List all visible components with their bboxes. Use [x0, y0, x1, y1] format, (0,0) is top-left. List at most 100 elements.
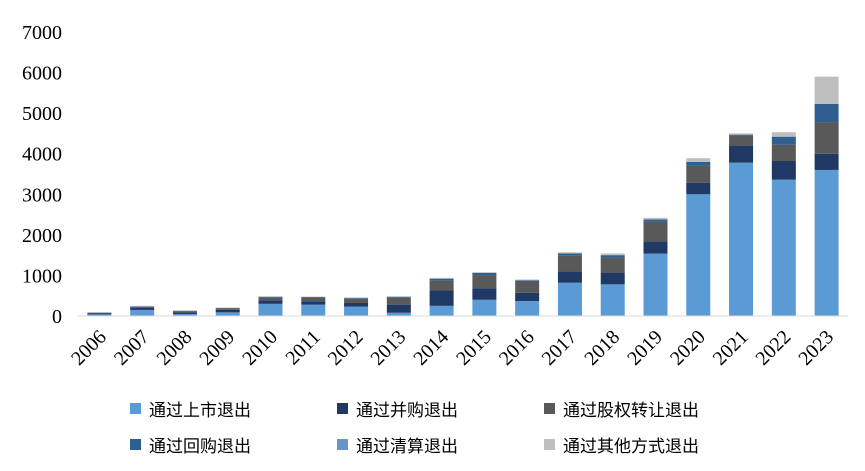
bar-segment	[729, 133, 754, 135]
legend-swatch	[544, 403, 555, 414]
bar-segment	[515, 280, 540, 282]
legend-item: 通过清算退出	[337, 432, 458, 457]
bar-segment	[600, 284, 625, 316]
x-tick-label: 2006	[67, 326, 111, 370]
bar-segment	[515, 292, 540, 301]
bar-segment	[771, 144, 796, 162]
x-tick-label: 2023	[794, 326, 838, 370]
bar-segment	[258, 296, 283, 298]
bar-segment	[515, 281, 540, 293]
bar-segment	[215, 312, 240, 316]
legend-label: 通过其他方式退出	[563, 437, 699, 457]
bar-segment	[344, 298, 369, 299]
bar-segment	[386, 296, 411, 297]
legend-item: 通过其他方式退出	[544, 432, 699, 457]
bar-segment	[686, 165, 711, 183]
legend-swatch	[130, 403, 141, 414]
bar-segment	[344, 298, 369, 304]
y-tick-label: 2000	[22, 225, 62, 247]
bar-segment	[814, 169, 839, 316]
bar-segment	[258, 296, 283, 297]
bar-segment	[557, 253, 582, 256]
bar-segment	[258, 297, 283, 301]
bar-segment	[729, 135, 754, 146]
bar-segment	[215, 308, 240, 310]
bar-segment	[429, 280, 454, 291]
x-tick-label: 2020	[666, 326, 710, 370]
bar-segment	[729, 162, 754, 316]
x-tick-label: 2017	[538, 326, 582, 370]
bar-segment	[130, 307, 155, 310]
bar-segment	[686, 182, 711, 195]
x-tick-label: 2019	[623, 326, 667, 370]
bar-segment	[472, 288, 497, 300]
y-tick-label: 5000	[22, 103, 62, 125]
bar-segment	[429, 278, 454, 281]
bar-segment	[215, 309, 240, 313]
bar-segment	[386, 312, 411, 316]
legend-item: 通过股权转让退出	[544, 396, 699, 421]
bar-segment	[172, 311, 197, 313]
legend-item: 通过上市退出	[130, 396, 251, 421]
x-tick-label: 2010	[238, 326, 282, 370]
bar-segment	[686, 158, 711, 162]
bar-segment	[130, 306, 155, 308]
bar-segment	[600, 253, 625, 256]
y-tick-label: 6000	[22, 63, 62, 85]
legend-label: 通过并购退出	[356, 401, 458, 421]
bar-segment	[515, 300, 540, 316]
bar-segment	[386, 296, 411, 298]
x-tick-label: 2013	[367, 326, 411, 370]
bar-segment	[814, 103, 839, 123]
y-tick-label: 3000	[22, 184, 62, 206]
bar-segment	[729, 145, 754, 163]
bar-segment	[771, 161, 796, 180]
legend-label: 通过股权转让退出	[563, 401, 699, 421]
bar-segment	[557, 282, 582, 316]
bars	[87, 76, 839, 316]
bar-segment	[643, 253, 668, 316]
y-tick-label: 1000	[22, 265, 62, 287]
bar-segment	[643, 241, 668, 254]
y-axis: 0 1000 2000 3000 4000 5000 6000 7000	[22, 22, 62, 328]
bar-segment	[686, 161, 711, 166]
bar-segment	[643, 221, 668, 242]
bar-segment	[301, 297, 326, 302]
bar-segment	[301, 296, 326, 298]
x-tick-label: 2014	[409, 326, 453, 370]
bar-segment	[472, 299, 497, 316]
legend-swatch	[337, 403, 348, 414]
bar-segment	[258, 300, 283, 304]
bar-segment	[600, 257, 625, 273]
y-tick-label: 7000	[22, 22, 62, 44]
bar-segment	[771, 136, 796, 145]
bar-segment	[557, 255, 582, 272]
bar-segment	[386, 304, 411, 313]
bar-segment	[472, 272, 497, 276]
bar-segment	[429, 290, 454, 306]
y-tick-label: 0	[52, 306, 62, 328]
bar-segment	[429, 305, 454, 316]
x-tick-label: 2011	[281, 326, 324, 369]
bar-segment	[814, 122, 839, 154]
x-tick-label: 2012	[324, 326, 368, 370]
bar-segment	[386, 297, 411, 305]
bar-segment	[472, 275, 497, 289]
legend-label: 通过回购退出	[149, 437, 251, 457]
bar-segment	[771, 179, 796, 316]
bar-segment	[87, 314, 112, 316]
bar-segment	[258, 303, 283, 316]
bar-segment	[172, 313, 197, 316]
x-tick-label: 2007	[110, 326, 154, 370]
bar-segment	[344, 306, 369, 316]
bar-segment	[600, 272, 625, 285]
legend-swatch	[130, 439, 141, 450]
legend-swatch	[337, 439, 348, 450]
x-tick-label: 2015	[452, 326, 496, 370]
legend-label: 通过清算退出	[356, 437, 458, 457]
bar-segment	[344, 303, 369, 307]
x-tick-label: 2016	[495, 326, 539, 370]
legend-label: 通过上市退出	[149, 401, 251, 421]
bar-segment	[301, 301, 326, 305]
